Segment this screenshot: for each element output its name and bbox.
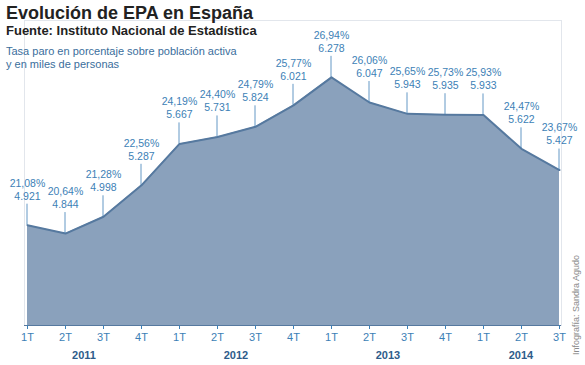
svg-text:21,28%: 21,28% (86, 168, 122, 180)
svg-text:25,77%: 25,77% (276, 57, 312, 69)
svg-text:1T: 1T (21, 331, 34, 343)
svg-text:26,94%: 26,94% (314, 29, 350, 41)
svg-text:25,73%: 25,73% (428, 66, 464, 78)
svg-text:3T: 3T (97, 331, 110, 343)
svg-text:24,47%: 24,47% (504, 100, 540, 112)
svg-text:4T: 4T (439, 331, 452, 343)
svg-text:26,06%: 26,06% (352, 54, 388, 66)
svg-text:6.278: 6.278 (318, 42, 344, 54)
html-text:y en miles de personas: y en miles de personas (6, 58, 120, 70)
svg-text:22,56%: 22,56% (124, 137, 160, 149)
svg-text:4T: 4T (287, 331, 300, 343)
svg-text:4.998: 4.998 (90, 181, 116, 193)
svg-text:6.047: 6.047 (356, 67, 382, 79)
svg-text:2T: 2T (515, 331, 528, 343)
svg-text:5.933: 5.933 (470, 79, 496, 91)
svg-text:2013: 2013 (376, 349, 400, 361)
svg-text:3T: 3T (249, 331, 262, 343)
svg-text:2014: 2014 (509, 349, 534, 361)
html-text:Evolución de EPA en España: Evolución de EPA en España (6, 3, 254, 23)
svg-text:6.021: 6.021 (280, 70, 306, 82)
svg-text:4.844: 4.844 (52, 198, 78, 210)
svg-text:1T: 1T (477, 331, 490, 343)
svg-text:3T: 3T (401, 331, 414, 343)
svg-text:2T: 2T (59, 331, 72, 343)
svg-text:5.622: 5.622 (508, 113, 534, 125)
svg-text:2011: 2011 (72, 349, 96, 361)
svg-text:2T: 2T (211, 331, 224, 343)
svg-text:1T: 1T (173, 331, 186, 343)
svg-text:5.935: 5.935 (432, 79, 458, 91)
svg-text:5.943: 5.943 (394, 78, 420, 90)
svg-text:Infografía: Sandra Agudo: Infografía: Sandra Agudo (571, 255, 581, 355)
svg-text:5.427: 5.427 (546, 134, 572, 146)
svg-text:3T: 3T (553, 331, 566, 343)
svg-text:24,40%: 24,40% (200, 88, 236, 100)
svg-text:5.287: 5.287 (128, 150, 154, 162)
svg-text:21,08%: 21,08% (10, 177, 46, 189)
html-text:Tasa paro en porcentaje sobre: Tasa paro en porcentaje sobre población … (6, 45, 237, 57)
svg-text:2T: 2T (363, 331, 376, 343)
svg-text:24,79%: 24,79% (238, 78, 274, 90)
svg-text:5.667: 5.667 (166, 108, 192, 120)
svg-text:2012: 2012 (224, 349, 248, 361)
svg-text:5.824: 5.824 (242, 91, 268, 103)
svg-text:5.731: 5.731 (204, 101, 230, 113)
html-text:Fuente: Instituto Nacional de: Fuente: Instituto Nacional de Estadístic… (6, 23, 257, 38)
svg-text:1T: 1T (325, 331, 338, 343)
svg-text:4T: 4T (135, 331, 148, 343)
svg-text:23,67%: 23,67% (542, 121, 578, 133)
svg-text:20,64%: 20,64% (48, 185, 84, 197)
svg-text:25,65%: 25,65% (390, 65, 426, 77)
svg-text:25,93%: 25,93% (466, 66, 502, 78)
svg-text:24,19%: 24,19% (162, 95, 198, 107)
svg-text:4.921: 4.921 (14, 190, 40, 202)
